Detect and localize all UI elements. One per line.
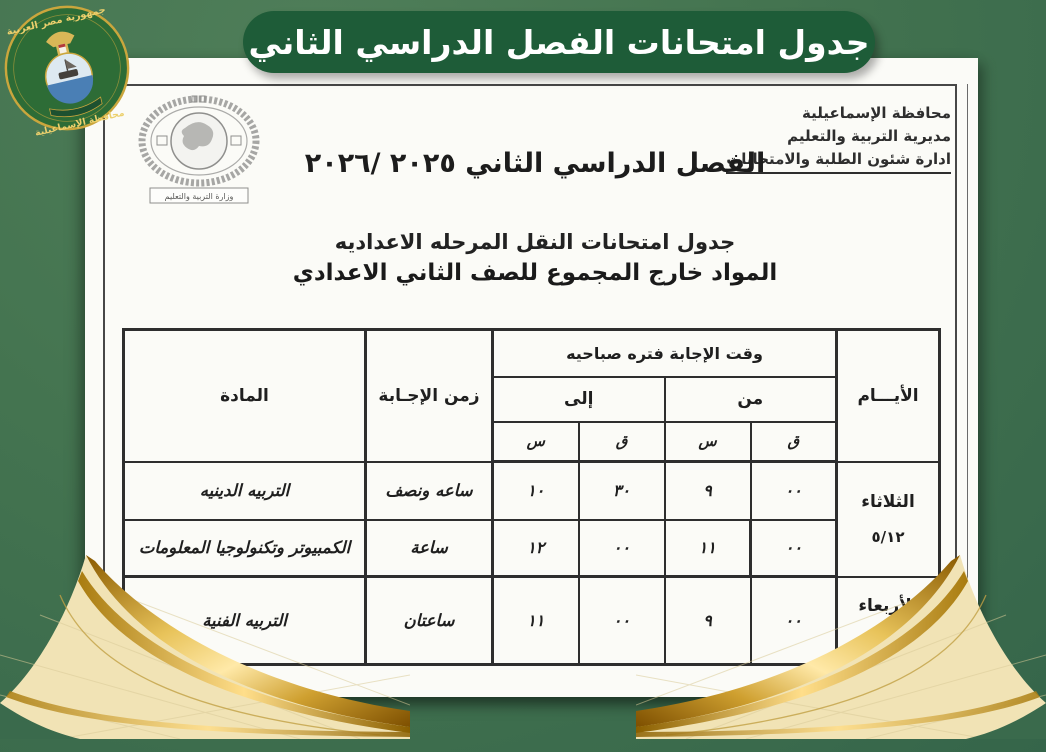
exam-schedule-table: الأيـــام وقت الإجابة فتره صباحيه زمن ال… bbox=[122, 328, 942, 666]
document-frame bbox=[103, 84, 957, 689]
table-row-computer: ٠٠ ١١ ٠٠ ١٢ ساعة الكمبيوتر وتكنولوجيا ال… bbox=[122, 518, 940, 578]
to-hours-header: س bbox=[491, 420, 580, 463]
document-frame-second-line bbox=[967, 84, 968, 689]
table-row-religion: الثلاثاء ٥/١٢ ٠٠ ٩ ٣٠ ١٠ ساعه ونصف الترب… bbox=[122, 460, 941, 578]
water-icon bbox=[47, 75, 94, 104]
duration-cell: ساعه ونصف bbox=[364, 460, 494, 521]
schedule-subtitle: جدول امتحانات النقل المرحله الاعداديه bbox=[334, 230, 736, 254]
agency-line-governorate: محافظة الإسماعيلية bbox=[802, 104, 951, 122]
from-minutes-cell: ٠٠ bbox=[749, 460, 838, 521]
title-banner: جدول امتحانات الفصل الدراسي الثاني bbox=[243, 11, 875, 73]
agency-header: محافظة الإسماعيلية مديرية التربية والتعل… bbox=[726, 102, 951, 174]
eagle-icon bbox=[46, 31, 75, 48]
day-cell-tuesday: الثلاثاء ٥/١٢ bbox=[835, 460, 941, 578]
duration-cell: ساعة bbox=[364, 518, 494, 578]
from-minutes-header: ق bbox=[749, 420, 838, 463]
gold-swoosh-left-icon bbox=[0, 555, 410, 739]
from-minutes-cell: ٠٠ bbox=[749, 575, 838, 666]
term-title: الفصل الدراسي الثاني ٢٠٢٥ /٢٠٢٦ bbox=[304, 148, 766, 179]
ship-sail-icon bbox=[65, 59, 77, 69]
day-date: ٥/١٢ bbox=[871, 528, 905, 546]
subject-header: المادة bbox=[122, 328, 367, 463]
from-hours-header: س bbox=[663, 420, 752, 463]
ministry-logo-caption: وزارة التربية والتعليم bbox=[165, 192, 234, 201]
from-hours-cell: ١١ bbox=[663, 518, 752, 578]
group-subtitle: المواد خارج المجموع للصف الثاني الاعدادي bbox=[292, 260, 778, 286]
to-minutes-cell: ٣٠ bbox=[577, 460, 666, 521]
ministry-education-logo-icon: وزارة التربية والتعليم bbox=[138, 95, 260, 204]
subject-cell: الكمبيوتر وتكنولوجيا المعلومات bbox=[122, 518, 367, 578]
days-header: الأيـــام bbox=[835, 328, 941, 463]
to-hours-cell: ١٠ bbox=[491, 460, 580, 521]
duration-cell: ساعتان bbox=[364, 575, 494, 666]
agency-line-directorate: مديرية التربية والتعليم bbox=[787, 127, 951, 145]
to-minutes-cell: ٠٠ bbox=[577, 575, 666, 666]
from-hours-cell: ٩ bbox=[663, 460, 752, 521]
to-hours-cell: ١٢ bbox=[491, 518, 580, 578]
to-hours-cell: ١١ bbox=[491, 575, 580, 666]
agency-line-administration: ادارة شئون الطلبة والامتحانات bbox=[726, 148, 951, 174]
to-header: إلى bbox=[491, 375, 666, 423]
ship-hull-icon bbox=[58, 69, 79, 80]
from-header: من bbox=[663, 375, 838, 423]
day-name: الثلاثاء bbox=[861, 492, 915, 512]
from-minutes-cell: ٠٠ bbox=[749, 518, 838, 578]
to-minutes-cell: ٠٠ bbox=[577, 518, 666, 578]
subject-cell: التربيه الدينيه bbox=[122, 460, 367, 521]
banner-title: جدول امتحانات الفصل الدراسي الثاني bbox=[248, 22, 870, 62]
duration-header: زمن الإجـابة bbox=[364, 328, 494, 463]
scanned-document: وزارة التربية والتعليم محافظة الإسماعيلي… bbox=[85, 58, 978, 697]
gold-swoosh-right-icon bbox=[636, 555, 1046, 739]
from-hours-cell: ٩ bbox=[663, 575, 752, 666]
answer-time-header: وقت الإجابة فتره صباحيه bbox=[491, 328, 838, 378]
to-minutes-header: ق bbox=[577, 420, 666, 463]
